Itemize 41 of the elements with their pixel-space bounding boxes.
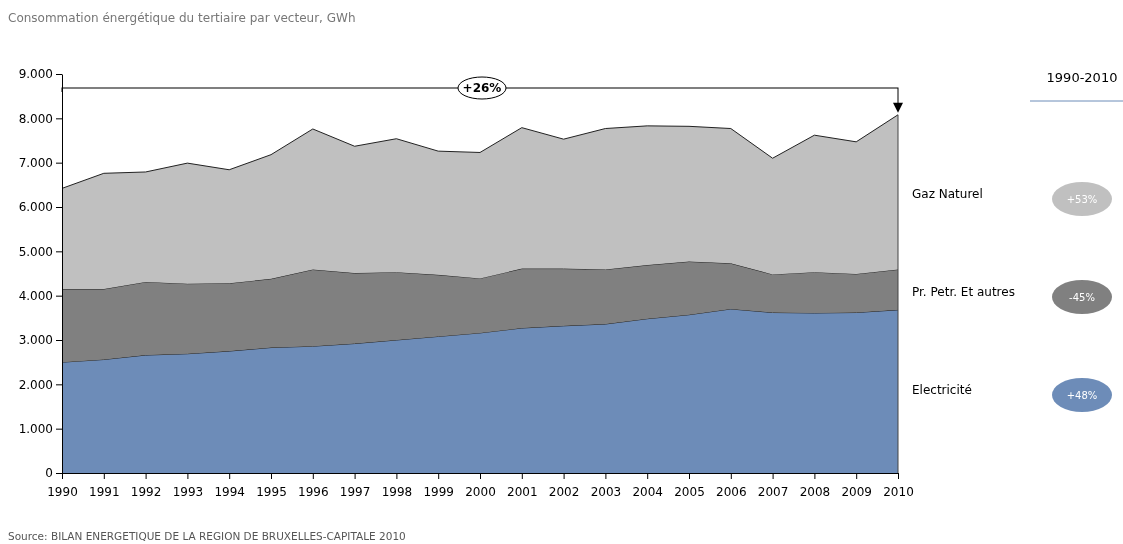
y-tick-label: 0 xyxy=(45,466,53,481)
x-tick-label: 1999 xyxy=(423,485,454,500)
y-tick-label: 3.000 xyxy=(18,333,53,348)
y-tick-label: 6.000 xyxy=(18,200,53,215)
series-label: Electricité xyxy=(912,383,972,397)
series-label: Gaz Naturel xyxy=(912,187,983,201)
x-tick-label: 1995 xyxy=(256,485,287,500)
annotation: +26% xyxy=(462,81,502,95)
x-tick-label: 2005 xyxy=(674,485,705,500)
x-tick-label: 2002 xyxy=(548,485,580,500)
x-tick-label: 1994 xyxy=(214,485,245,500)
y-tick-label: 2.000 xyxy=(18,377,53,392)
x-tick-label: 1998 xyxy=(381,485,413,500)
x-tick-label: 1997 xyxy=(339,485,371,500)
y-tick-label: 1.000 xyxy=(18,422,53,437)
x-tick-label: 2009 xyxy=(841,485,872,500)
x-tick-label: 2010 xyxy=(883,485,914,500)
x-tick-label: 2001 xyxy=(507,485,538,500)
x-tick-label: 2003 xyxy=(590,485,622,500)
source-note: Source: BILAN ENERGETIQUE DE LA REGION DE BRUXELLES-CAPITALE 2010 xyxy=(8,530,406,542)
x-tick-label: 2004 xyxy=(632,485,663,500)
text: 1990-2010 xyxy=(1046,70,1118,85)
y-tick-label: 7.000 xyxy=(18,156,53,171)
x-tick-label: 1993 xyxy=(172,485,204,500)
x-tick-label: 1992 xyxy=(130,485,162,500)
y-tick-label: 4.000 xyxy=(18,289,53,304)
x-tick-label: 2006 xyxy=(716,485,747,500)
y-tick-label: 9.000 xyxy=(18,67,53,82)
text: +48% xyxy=(1066,390,1098,401)
x-tick-label: 2008 xyxy=(799,485,831,500)
x-tick-label: 1996 xyxy=(298,485,329,500)
x-tick-label: 1990 xyxy=(47,485,78,500)
x-tick-label: 2000 xyxy=(465,485,496,500)
x-tick-label: 1991 xyxy=(89,485,120,500)
y-tick-label: 5.000 xyxy=(18,244,53,259)
text: +53% xyxy=(1066,194,1098,205)
series-label: Pr. Petr. Et autres xyxy=(912,285,1015,299)
y-tick-label: 8.000 xyxy=(18,111,53,126)
text: -45% xyxy=(1069,292,1095,303)
x-tick-label: 2007 xyxy=(757,485,789,500)
chart-title: Consommation énergétique du tertiaire par vecteur, GWh xyxy=(8,11,356,25)
